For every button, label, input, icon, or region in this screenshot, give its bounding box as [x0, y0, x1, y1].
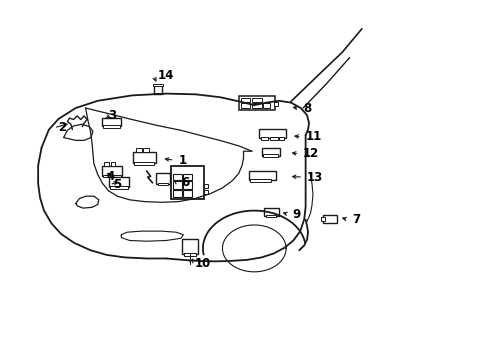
- Bar: [110, 186, 127, 189]
- Bar: [108, 177, 129, 187]
- Bar: [204, 184, 208, 188]
- Bar: [250, 179, 270, 182]
- Bar: [249, 171, 276, 180]
- Text: 5: 5: [113, 178, 122, 191]
- Bar: [136, 148, 142, 152]
- Bar: [173, 181, 182, 189]
- Bar: [183, 253, 195, 256]
- Bar: [261, 148, 280, 156]
- Text: 13: 13: [306, 171, 323, 184]
- Bar: [104, 162, 109, 166]
- Bar: [153, 85, 162, 94]
- Bar: [265, 215, 276, 217]
- Bar: [183, 190, 192, 197]
- Bar: [260, 137, 268, 140]
- Bar: [269, 137, 277, 140]
- Bar: [183, 174, 192, 180]
- Bar: [240, 103, 250, 108]
- Text: 3: 3: [108, 109, 117, 122]
- Bar: [251, 103, 261, 108]
- Bar: [102, 166, 122, 176]
- Bar: [102, 125, 120, 128]
- Bar: [321, 217, 325, 221]
- Bar: [102, 118, 121, 126]
- Text: 6: 6: [181, 176, 189, 189]
- Bar: [171, 166, 204, 199]
- Text: 10: 10: [194, 257, 210, 270]
- Text: 4: 4: [106, 170, 115, 183]
- Bar: [259, 129, 285, 138]
- Bar: [152, 84, 163, 86]
- Bar: [152, 93, 163, 94]
- Text: 12: 12: [303, 147, 319, 160]
- Bar: [264, 208, 278, 216]
- Bar: [110, 162, 115, 166]
- Bar: [173, 190, 182, 197]
- Text: 2: 2: [58, 121, 66, 134]
- Text: 14: 14: [157, 69, 173, 82]
- Bar: [263, 154, 277, 157]
- Bar: [156, 173, 170, 184]
- Bar: [240, 98, 250, 102]
- Bar: [134, 162, 154, 165]
- Text: 8: 8: [303, 102, 311, 114]
- Text: 9: 9: [292, 208, 300, 221]
- Bar: [173, 174, 182, 180]
- Bar: [238, 96, 275, 110]
- Bar: [251, 98, 261, 102]
- Text: 11: 11: [305, 130, 321, 143]
- Text: 7: 7: [351, 213, 360, 226]
- Bar: [322, 215, 337, 223]
- Bar: [273, 102, 277, 106]
- Bar: [158, 183, 167, 185]
- Bar: [133, 152, 156, 163]
- Bar: [204, 190, 208, 194]
- Bar: [143, 148, 149, 152]
- Text: 1: 1: [178, 154, 186, 167]
- Bar: [102, 175, 121, 177]
- Bar: [182, 239, 197, 254]
- Bar: [263, 103, 269, 108]
- Bar: [183, 181, 192, 189]
- Bar: [278, 137, 283, 140]
